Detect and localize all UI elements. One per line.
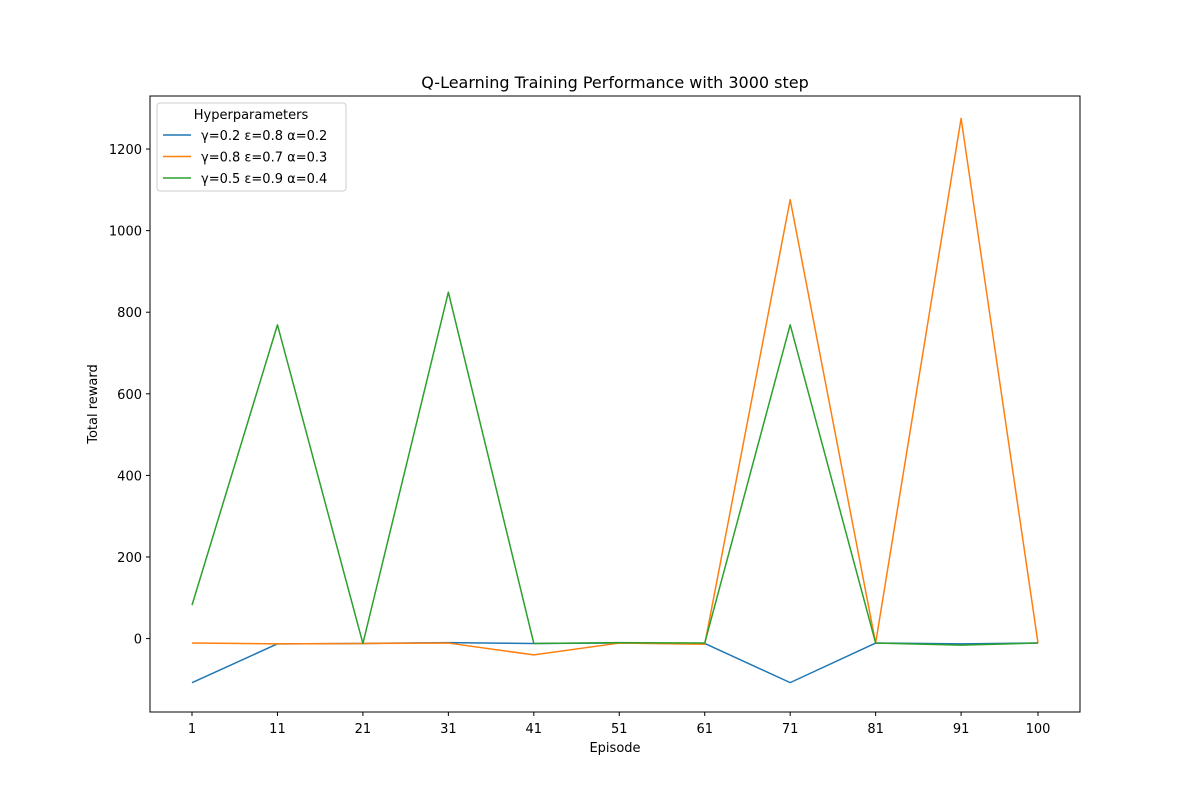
legend: Hyperparameters γ=0.2 ε=0.8 α=0.2 γ=0.8 ε… (156, 102, 347, 192)
legend-label-3: γ=0.5 ε=0.9 α=0.4 (201, 172, 327, 187)
plot-lines (191, 117, 1039, 684)
x-tick-label: 71 (782, 722, 799, 737)
x-tick-label: 51 (611, 722, 628, 737)
y-tick-label: 400 (117, 469, 142, 484)
y-tick-label: 600 (117, 388, 142, 403)
legend-title: Hyperparameters (194, 108, 309, 123)
x-tick-label: 81 (867, 722, 884, 737)
x-tick-label: 31 (440, 722, 457, 737)
y-tick-label: 1000 (109, 225, 142, 240)
legend-label-2: γ=0.8 ε=0.7 α=0.3 (201, 151, 327, 166)
series-line-3 (191, 291, 1039, 646)
x-axis-label: Episode (589, 741, 640, 756)
plot-frame (149, 95, 1081, 713)
x-tick-label: 91 (953, 722, 970, 737)
x-tick-label: 1 (188, 722, 196, 737)
legend-box (156, 102, 347, 192)
x-axis: 1 11 21 31 41 51 61 71 81 91 100 (188, 712, 1051, 737)
y-tick-label: 800 (117, 306, 142, 321)
y-axis: 0 200 400 600 800 1000 1200 (109, 143, 150, 648)
x-tick-label: 100 (1026, 722, 1051, 737)
chart-title: Q-Learning Training Performance with 300… (421, 73, 809, 92)
legend-entries: γ=0.2 ε=0.8 α=0.2 γ=0.8 ε=0.7 α=0.3 γ=0.5 … (163, 129, 327, 187)
y-tick-label: 0 (134, 633, 142, 648)
y-axis-label: Total reward (86, 364, 101, 445)
x-tick-label: 41 (526, 722, 543, 737)
x-tick-label: 61 (696, 722, 713, 737)
x-tick-label: 21 (355, 722, 372, 737)
legend-label-1: γ=0.2 ε=0.8 α=0.2 (201, 129, 327, 144)
x-tick-label: 11 (269, 722, 286, 737)
y-tick-label: 200 (117, 551, 142, 566)
y-tick-label: 1200 (109, 143, 142, 158)
